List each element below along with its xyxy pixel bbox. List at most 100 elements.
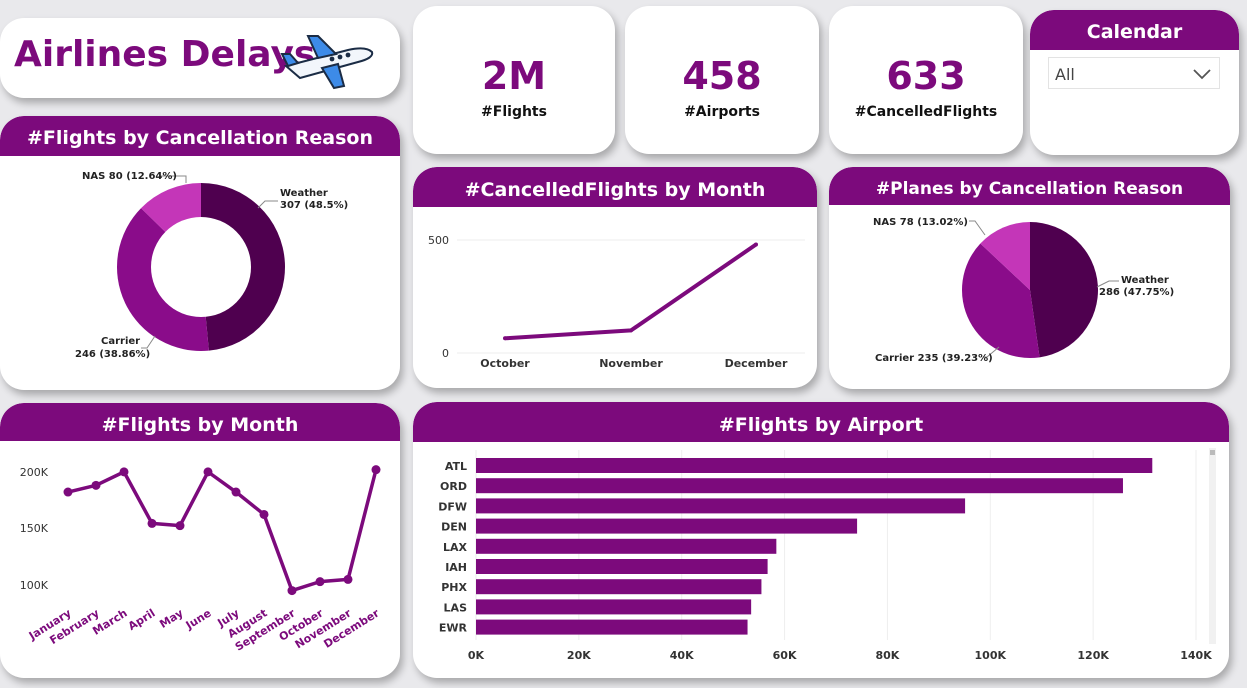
pie-chart: NAS 78 (13.02%) Weather 286 (47.75%) Car… bbox=[873, 217, 1174, 364]
chart-title: #Flights by Airport bbox=[413, 402, 1229, 442]
leader-line bbox=[1096, 280, 1119, 288]
weather-value-label: 286 (47.75%) bbox=[1099, 287, 1174, 298]
data-point bbox=[371, 465, 381, 475]
x-tick-label: 20K bbox=[567, 649, 591, 662]
x-tick-label: October bbox=[480, 357, 530, 370]
kpi-label: #CancelledFlights bbox=[854, 104, 998, 120]
y-tick-label: ATL bbox=[445, 460, 467, 473]
donut-hole bbox=[151, 217, 251, 317]
scrollbar-thumb bbox=[1210, 450, 1215, 455]
bar bbox=[476, 599, 752, 615]
slicer-title: Calendar bbox=[1030, 10, 1239, 50]
series-line bbox=[67, 469, 378, 593]
calendar-dropdown[interactable]: All bbox=[1048, 57, 1220, 89]
x-tick-label: 0K bbox=[468, 649, 485, 662]
flights-by-airport-card: #Flights by Airport 0K 20K 40K 60K 80K 100K 12… bbox=[413, 402, 1229, 678]
y-tick-label: ORD bbox=[440, 480, 467, 493]
flights-by-month-card: #Flights by Month 200K 150K 100K January… bbox=[0, 403, 400, 678]
nas-slice bbox=[980, 222, 1030, 290]
weather-value-label: 307 (48.5%) bbox=[280, 200, 348, 211]
carrier-label: Carrier 235 (39.23%) bbox=[875, 353, 993, 364]
leader-line bbox=[257, 200, 278, 209]
y-tick-label: DEN bbox=[441, 521, 467, 534]
chart-title: #CancelledFlights by Month bbox=[413, 167, 817, 207]
y-tick-label: PHX bbox=[441, 581, 467, 594]
leader-line bbox=[983, 346, 1000, 358]
chart-title: #Planes by Cancellation Reason bbox=[829, 167, 1230, 205]
leader-line bbox=[141, 335, 156, 349]
bar bbox=[476, 498, 966, 514]
bar bbox=[476, 478, 1123, 494]
leader-line bbox=[160, 175, 187, 183]
weather-slice bbox=[1030, 222, 1098, 358]
airplane-icon bbox=[280, 35, 374, 90]
bar bbox=[476, 538, 777, 554]
x-tick-label: 100K bbox=[975, 649, 1007, 662]
bar bbox=[476, 619, 748, 635]
y-tick-label: LAS bbox=[444, 601, 468, 614]
data-point bbox=[231, 487, 241, 497]
y-tick-label: LAX bbox=[443, 541, 468, 554]
dropdown-selected: All bbox=[1055, 65, 1075, 84]
kpi-airports-card: 458 #Airports bbox=[625, 6, 819, 154]
chevron-down-icon bbox=[1193, 69, 1211, 80]
x-tick-label: November bbox=[599, 357, 663, 370]
chart-title: #Flights by Month bbox=[0, 403, 400, 441]
data-point bbox=[287, 586, 297, 596]
kpi-flights-card: 2M #Flights bbox=[413, 6, 615, 154]
x-tick-label: May bbox=[157, 607, 185, 631]
x-tick-label: 80K bbox=[876, 649, 900, 662]
data-point bbox=[629, 328, 633, 333]
page-title: Airlines Delays bbox=[14, 34, 316, 75]
nas-label: NAS 78 (13.02%) bbox=[873, 217, 968, 228]
kpi-value: 633 bbox=[886, 54, 966, 98]
carrier-name-label: Carrier bbox=[101, 336, 140, 347]
data-point bbox=[754, 242, 758, 247]
cancelled-by-month-card: #CancelledFlights by Month 500 0 October… bbox=[413, 167, 817, 388]
kpi-label: #Flights bbox=[481, 104, 547, 120]
calendar-slicer: Calendar All bbox=[1030, 10, 1239, 155]
leader-line bbox=[969, 220, 986, 236]
weather-name-label: Weather bbox=[1121, 275, 1169, 286]
x-tick-label: 60K bbox=[773, 649, 797, 662]
monthly-line-chart: 200K 150K 100K JanuaryFebruaryMarchApril… bbox=[20, 465, 382, 654]
bar bbox=[476, 518, 858, 534]
title-card: Airlines Delays bbox=[0, 18, 400, 98]
y-tick-label: DFW bbox=[438, 500, 467, 513]
chart-title: #Flights by Cancellation Reason bbox=[0, 116, 400, 156]
y-tick-label: 0 bbox=[442, 347, 449, 360]
bar bbox=[476, 559, 768, 574]
y-tick-label: 500 bbox=[428, 234, 449, 247]
data-point bbox=[119, 467, 129, 477]
x-tick-label: June bbox=[183, 607, 214, 633]
carrier-value-label: 246 (38.86%) bbox=[75, 349, 150, 360]
kpi-label: #Airports bbox=[684, 104, 760, 120]
y-tick-label: 100K bbox=[20, 579, 49, 592]
kpi-value: 2M bbox=[481, 54, 547, 98]
kpi-cancelled-card: 633 #CancelledFlights bbox=[829, 6, 1023, 154]
nas-label: NAS 80 (12.64%) bbox=[82, 171, 177, 182]
cancelled-line-chart: 500 0 October November December bbox=[428, 234, 805, 370]
data-point bbox=[203, 467, 213, 477]
cancellation-reason-card: #Flights by Cancellation Reason NAS 80 (… bbox=[0, 116, 400, 390]
donut-chart: NAS 80 (12.64%) Weather 307 (48.5%) Carr… bbox=[75, 171, 348, 360]
data-point bbox=[503, 336, 507, 341]
x-tick-label: 140K bbox=[1180, 649, 1212, 662]
weather-name-label: Weather bbox=[280, 188, 328, 199]
bar bbox=[476, 458, 1153, 473]
carrier-slice bbox=[962, 243, 1040, 358]
x-tick-label: 120K bbox=[1077, 649, 1109, 662]
y-tick-label: EWR bbox=[439, 622, 468, 635]
data-point bbox=[315, 577, 325, 587]
data-point bbox=[343, 574, 353, 584]
planes-reason-card: #Planes by Cancellation Reason NAS 78 (1… bbox=[829, 167, 1230, 389]
data-point bbox=[175, 521, 185, 531]
bar bbox=[476, 579, 762, 595]
data-point bbox=[147, 518, 157, 528]
y-tick-label: 150K bbox=[20, 522, 49, 535]
x-tick-label: April bbox=[126, 607, 158, 634]
data-point bbox=[63, 487, 73, 497]
x-tick-label: December bbox=[725, 357, 788, 370]
series-line bbox=[504, 242, 758, 341]
y-tick-label: IAH bbox=[445, 561, 467, 574]
